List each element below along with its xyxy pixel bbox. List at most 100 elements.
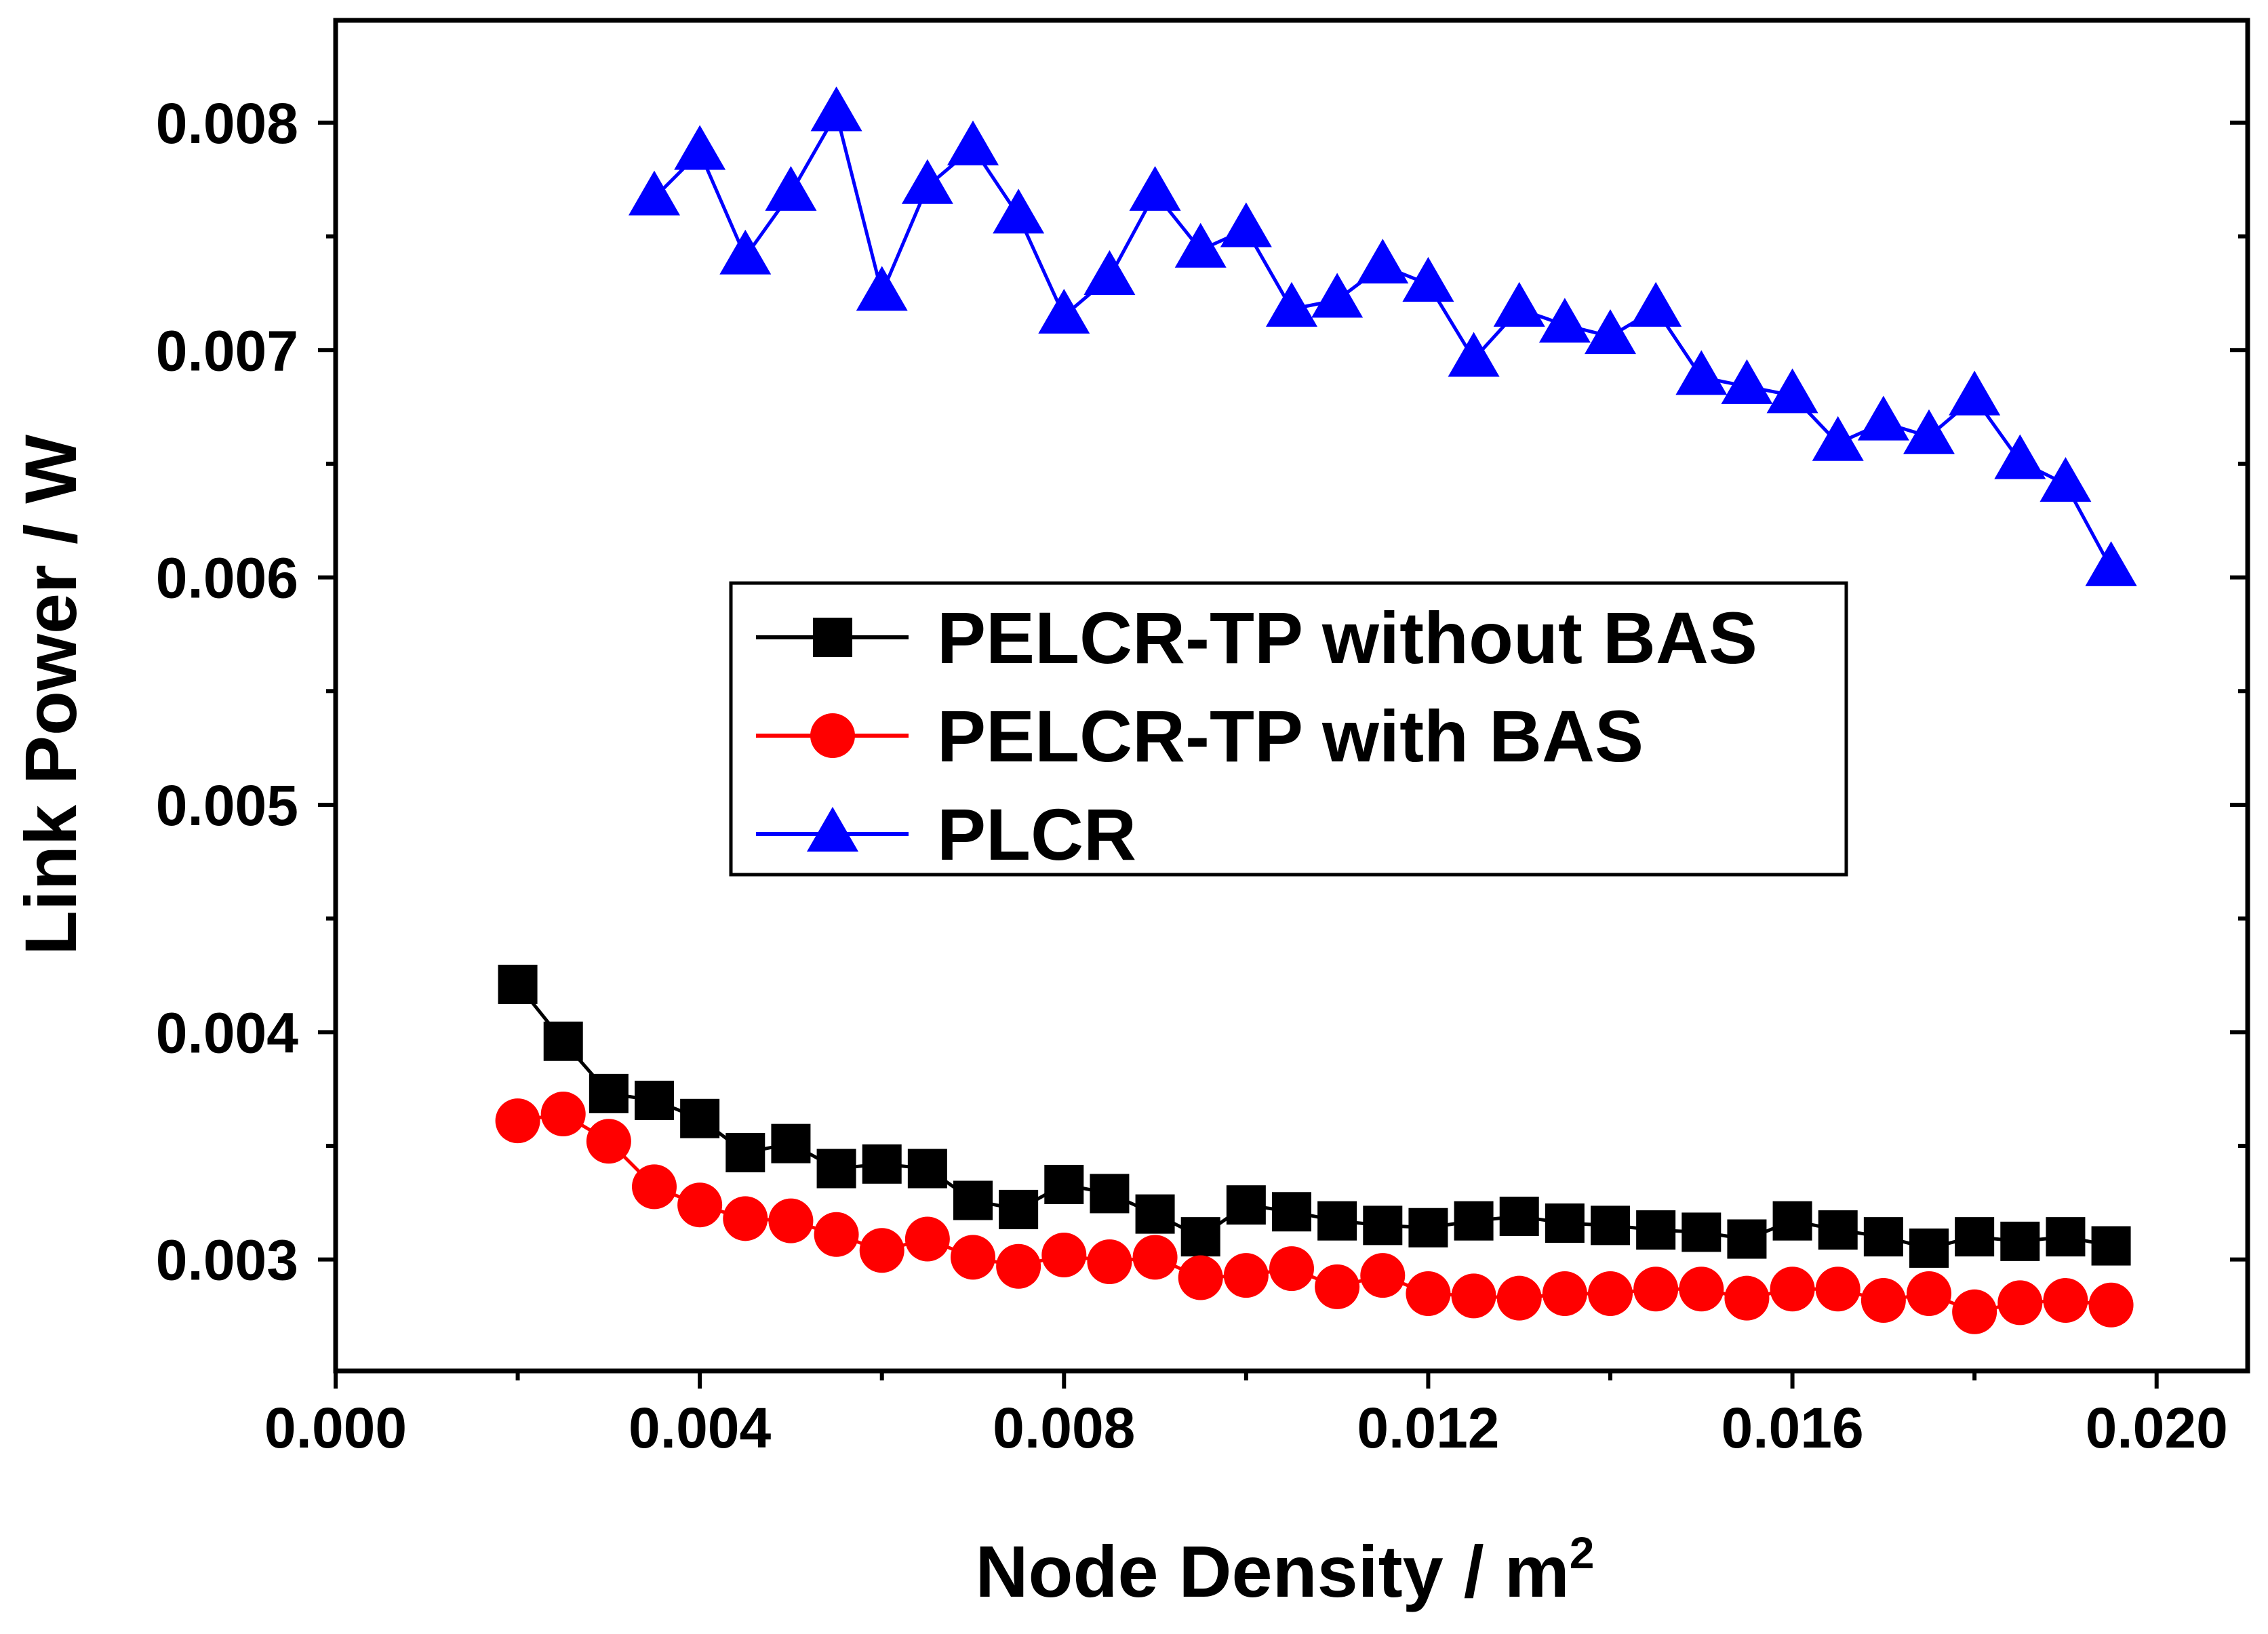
data-point [1909,1228,1949,1268]
legend-marker [810,713,855,758]
data-point [816,1149,856,1189]
data-point [904,1216,950,1262]
data-point [907,1149,947,1189]
data-point [901,159,953,204]
data-point [1357,239,1409,284]
tick-marks [318,120,2248,1389]
data-point [2046,1217,2086,1257]
data-point [1997,1280,2043,1326]
data-point [1311,273,1364,318]
data-point [629,170,680,216]
data-point [1448,332,1500,377]
y-tick-label: 0.006 [156,546,298,610]
data-point [1636,1210,1676,1250]
x-tick-label: 0.012 [1357,1396,1499,1460]
data-point [1135,1194,1175,1234]
data-point [1087,1239,1132,1285]
data-point [810,86,862,132]
data-point [1591,1205,1630,1246]
x-axis-title-text: Node Density / m [976,1530,1570,1612]
legend-label: PELCR-TP with BAS [937,695,1644,777]
series-layer [495,86,2137,1334]
series-0 [498,964,2131,1268]
data-point [1360,1253,1406,1298]
data-point [1630,281,1682,327]
data-point [1861,1278,1906,1323]
data-point [1772,1201,1812,1241]
data-point [999,1189,1039,1229]
data-point [1724,1275,1770,1321]
series-line [653,108,2113,570]
data-point [1038,288,1090,334]
legend-item-2: PLCR [756,793,1136,875]
data-point [495,1098,540,1144]
y-tick-label: 0.003 [156,1229,298,1292]
y-tick-label: 0.007 [156,319,298,382]
x-tick-label: 0.004 [629,1396,771,1460]
data-point [1812,416,1864,461]
data-point [635,1080,674,1120]
legend-box [729,581,1848,877]
data-point [765,165,817,211]
data-point [1220,202,1272,247]
data-point [2043,1278,2088,1323]
data-point [1721,359,1773,404]
data-point [1545,1203,1585,1243]
data-point [1402,257,1454,302]
data-point [1496,1275,1542,1321]
data-point [1994,434,2046,479]
data-point [725,1133,765,1173]
data-point [1315,1264,1360,1309]
x-axis-title: Node Density / m2 [976,1528,1595,1612]
data-point [2085,541,2137,586]
y-axis-title: Link Power / W [9,435,92,955]
data-point [1815,1267,1861,1312]
data-point [1682,1212,1722,1252]
data-point [1226,1185,1266,1225]
x-tick-label: 0.016 [1721,1396,1863,1460]
data-point [674,125,726,170]
data-point [2088,1282,2134,1328]
data-point [1499,1196,1539,1236]
data-point [1129,165,1181,211]
data-point [1266,281,1317,327]
data-point [1317,1201,1357,1241]
data-point [2040,457,2092,502]
data-point [498,964,538,1004]
data-point [1679,1267,1724,1312]
y-tick-label: 0.004 [156,1001,298,1064]
data-point [2000,1221,2040,1261]
data-point [1041,1232,1087,1277]
data-point [768,1198,814,1243]
plot-frame [333,18,2250,1374]
legend-marker [807,807,858,852]
x-axis-title-superscript: 2 [1570,1528,1595,1578]
data-point [677,1182,723,1228]
series-1 [495,1092,2134,1334]
data-point [1770,1267,1815,1312]
data-point [1090,1174,1130,1214]
series-2 [629,86,2137,586]
data-point [723,1196,768,1241]
data-point [1588,1271,1633,1316]
data-point [1454,1201,1494,1241]
tick-labels: 0.000 0.004 0.008 0.012 0.016 0.020 0.003 0.004… [156,92,2228,1460]
data-point [1408,1208,1448,1248]
data-point [1132,1235,1178,1280]
legend-label: PELCR-TP without BAS [937,597,1757,679]
data-point [589,1073,629,1113]
data-point [1949,370,2001,416]
data-point [1178,1255,1223,1300]
data-point [1083,250,1136,295]
data-point [632,1164,677,1210]
legend: PELCR-TP without BAS PELCR-TP with BAS PLC… [729,581,1848,877]
data-point [1857,395,1909,441]
data-point [862,1144,902,1184]
data-point [1542,1271,1587,1316]
data-point [1272,1192,1311,1232]
data-point [951,1235,995,1280]
x-tick-label: 0.008 [993,1396,1135,1460]
data-point [1903,409,1955,454]
y-tick-label: 0.005 [156,774,298,837]
